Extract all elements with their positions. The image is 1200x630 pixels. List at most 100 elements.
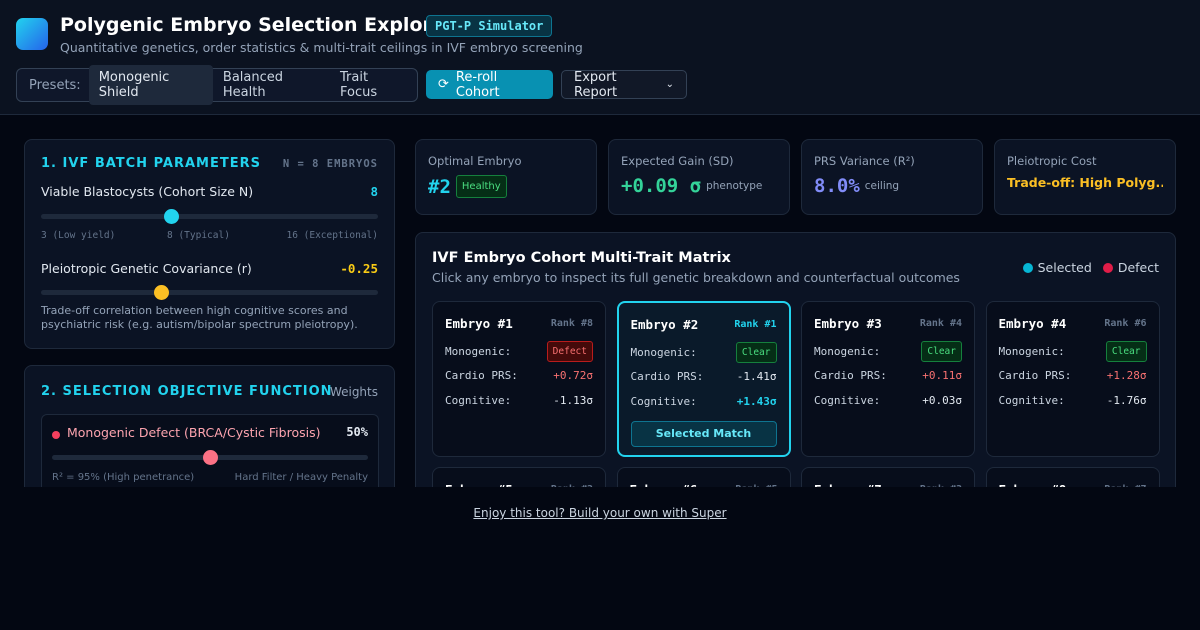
trait-row: Cardio PRS: -1.41σ	[631, 365, 777, 390]
card-header: Embryo #8 Rank #7	[999, 482, 1147, 487]
embryo-rank: Rank #6	[1104, 318, 1147, 329]
stat-label: PRS Variance (R²)	[814, 154, 915, 168]
trait-row: Cardio PRS: +0.72σ	[445, 364, 593, 389]
slider-thumb[interactable]	[163, 209, 179, 224]
trait-row: Monogenic: Clear	[631, 340, 777, 365]
cognitive-value: +1.43σ	[736, 394, 777, 408]
monogenic-status: Clear	[921, 340, 962, 362]
card-header: Embryo #3 Rank #4	[814, 316, 962, 331]
cohort-value: 8	[370, 184, 378, 199]
stat-card: Pleiotropic Cost Trade-off: High Polyg...	[994, 139, 1176, 215]
embryo-name: Embryo #4	[998, 316, 1067, 331]
legend-item: Defect	[1117, 260, 1159, 275]
row-label: Cardio PRS:	[445, 369, 518, 383]
app-icon	[16, 18, 48, 50]
stat-extra: phenotype	[706, 180, 763, 192]
monogenic-status: Clear	[735, 341, 777, 363]
trait-row: Cardio PRS: +1.28σ	[999, 364, 1147, 389]
embryo-name: Embryo #7	[814, 482, 882, 487]
title: Polygenic Embryo Selection Explorer	[60, 14, 455, 36]
stat-extra: ceiling	[864, 180, 900, 192]
stat-card: Expected Gain (SD) +0.09 σ phenotype	[608, 139, 790, 215]
weights-label: Weights	[329, 385, 378, 399]
cohort-slider[interactable]	[41, 209, 378, 224]
embryo-rank: Rank #4	[919, 318, 962, 329]
embryo-card[interactable]: Embryo #4 Rank #6 Monogenic: Clear Cardio PR…	[985, 301, 1160, 457]
range-label: 3 (Low yield)	[41, 230, 116, 241]
card-header: Embryo #4 Rank #6	[999, 316, 1147, 331]
matrix-title: IVF Embryo Cohort Multi-Trait Matrix	[432, 250, 731, 266]
embryo-card[interactable]: Embryo #3 Rank #4 Monogenic: Clear Cardio PR…	[801, 301, 975, 457]
cardio-value: -1.41σ	[736, 370, 777, 384]
row-label: Monogenic:	[814, 344, 881, 358]
trait-value: 50%	[346, 425, 368, 439]
reroll-button[interactable]: ⟳ Re-roll Cohort	[426, 69, 553, 100]
card-header: Embryo #6 Rank #5	[630, 482, 778, 487]
main: 1. IVF BATCH PARAMETERS N = 8 EMBRYOS Vi…	[0, 115, 1200, 487]
embryo-card[interactable]: Embryo #6 Rank #5	[616, 467, 791, 487]
stat-value: #2	[428, 175, 451, 198]
card-header: Embryo #5 Rank #2	[445, 482, 593, 487]
cognitive-value: -1.13σ	[553, 393, 593, 407]
stat-card: PRS Variance (R²) 8.0% ceiling	[801, 139, 983, 215]
trait-row: Monogenic: Defect	[445, 339, 593, 364]
trait-row: Cognitive: -1.76σ	[999, 388, 1147, 413]
slider-thumb[interactable]	[153, 285, 169, 300]
matrix-subtitle: Click any embryo to inspect its full gen…	[432, 270, 960, 285]
embryo-name: Embryo #6	[630, 482, 698, 487]
embryo-name: Embryo #5	[445, 482, 513, 487]
embryo-name: Embryo #1	[445, 316, 513, 331]
embryo-card[interactable]: Embryo #1 Rank #8 Monogenic: Defect Cardio P…	[432, 301, 606, 457]
trait-row: Cognitive: +1.43σ	[631, 389, 777, 414]
embryo-rank: Rank #7	[1104, 484, 1146, 487]
trait-row: Cognitive: -1.13σ	[445, 388, 593, 413]
trait-row: Cardio PRS: +0.11σ	[814, 364, 962, 389]
embryo-name: Embryo #8	[999, 482, 1067, 487]
stat-value-row: +0.09 σ phenotype	[621, 175, 777, 197]
row-label: Cognitive:	[630, 394, 697, 408]
cov-slider[interactable]	[41, 285, 378, 300]
row-label: Cardio PRS:	[814, 369, 887, 383]
embryo-rank: Rank #3	[920, 484, 962, 487]
export-label: Export Report	[574, 69, 618, 100]
cognitive-value: +0.03σ	[922, 393, 962, 407]
reroll-label: Re-roll Cohort	[455, 69, 500, 100]
trait-card: Monogenic Defect (BRCA/Cystic Fibrosis) …	[41, 414, 379, 487]
row-label: Cognitive:	[814, 393, 881, 407]
row-label: Cognitive:	[445, 393, 512, 407]
preset[interactable]: Monogenic Shield	[88, 65, 213, 105]
stat-value-row: #2 Healthy	[428, 175, 584, 198]
header: Polygenic Embryo Selection Explorer PGT-…	[0, 0, 1200, 115]
embryo-card[interactable]: Embryo #2 Rank #1 Monogenic: Clear Cardio PR…	[616, 301, 791, 457]
footer-link[interactable]: Enjoy this tool? Build your own with Sup…	[473, 506, 727, 520]
matrix-panel: IVF Embryo Cohort Multi-Trait Matrix Cli…	[415, 232, 1176, 487]
export-button[interactable]: Export Report ⌄	[561, 69, 687, 100]
cardio-value: +0.72σ	[553, 369, 593, 383]
cov-label: Pleiotropic Genetic Covariance (r)	[41, 261, 252, 276]
stat-value-row: Trade-off: High Polyg...	[1007, 175, 1163, 190]
preset[interactable]: Balanced Health	[222, 70, 284, 100]
embryo-card[interactable]: Embryo #5 Rank #2	[432, 467, 606, 487]
embryo-rank: Rank #2	[551, 484, 593, 487]
stat-value: 8.0%	[814, 175, 860, 197]
cognitive-value: -1.76σ	[1106, 393, 1147, 407]
presets-label: Presets:	[29, 77, 81, 93]
legend: Selected Defect	[1022, 260, 1159, 275]
trait-slider[interactable]	[52, 450, 368, 465]
trait-row: Cognitive: +0.03σ	[814, 388, 962, 413]
row-label: Monogenic:	[998, 344, 1065, 358]
slider-thumb[interactable]	[203, 450, 218, 465]
stat-label: Expected Gain (SD)	[621, 154, 734, 168]
trait-name: Monogenic Defect (BRCA/Cystic Fibrosis)	[67, 425, 321, 440]
badge: PGT-P Simulator	[426, 15, 553, 37]
row-label: Monogenic:	[445, 344, 512, 358]
embryo-rank: Rank #5	[735, 484, 777, 487]
embryo-name: Embryo #3	[814, 316, 882, 331]
trait-row: Monogenic: Clear	[999, 339, 1147, 364]
selected-button[interactable]: Selected Match	[630, 420, 777, 447]
embryo-card[interactable]: Embryo #7 Rank #3	[801, 467, 975, 487]
trait-row: Monogenic: Clear	[814, 339, 962, 364]
panel-tag: N = 8 EMBRYOS	[282, 158, 378, 170]
preset[interactable]: Trait Focus	[340, 70, 378, 100]
embryo-card[interactable]: Embryo #8 Rank #7	[985, 467, 1160, 487]
